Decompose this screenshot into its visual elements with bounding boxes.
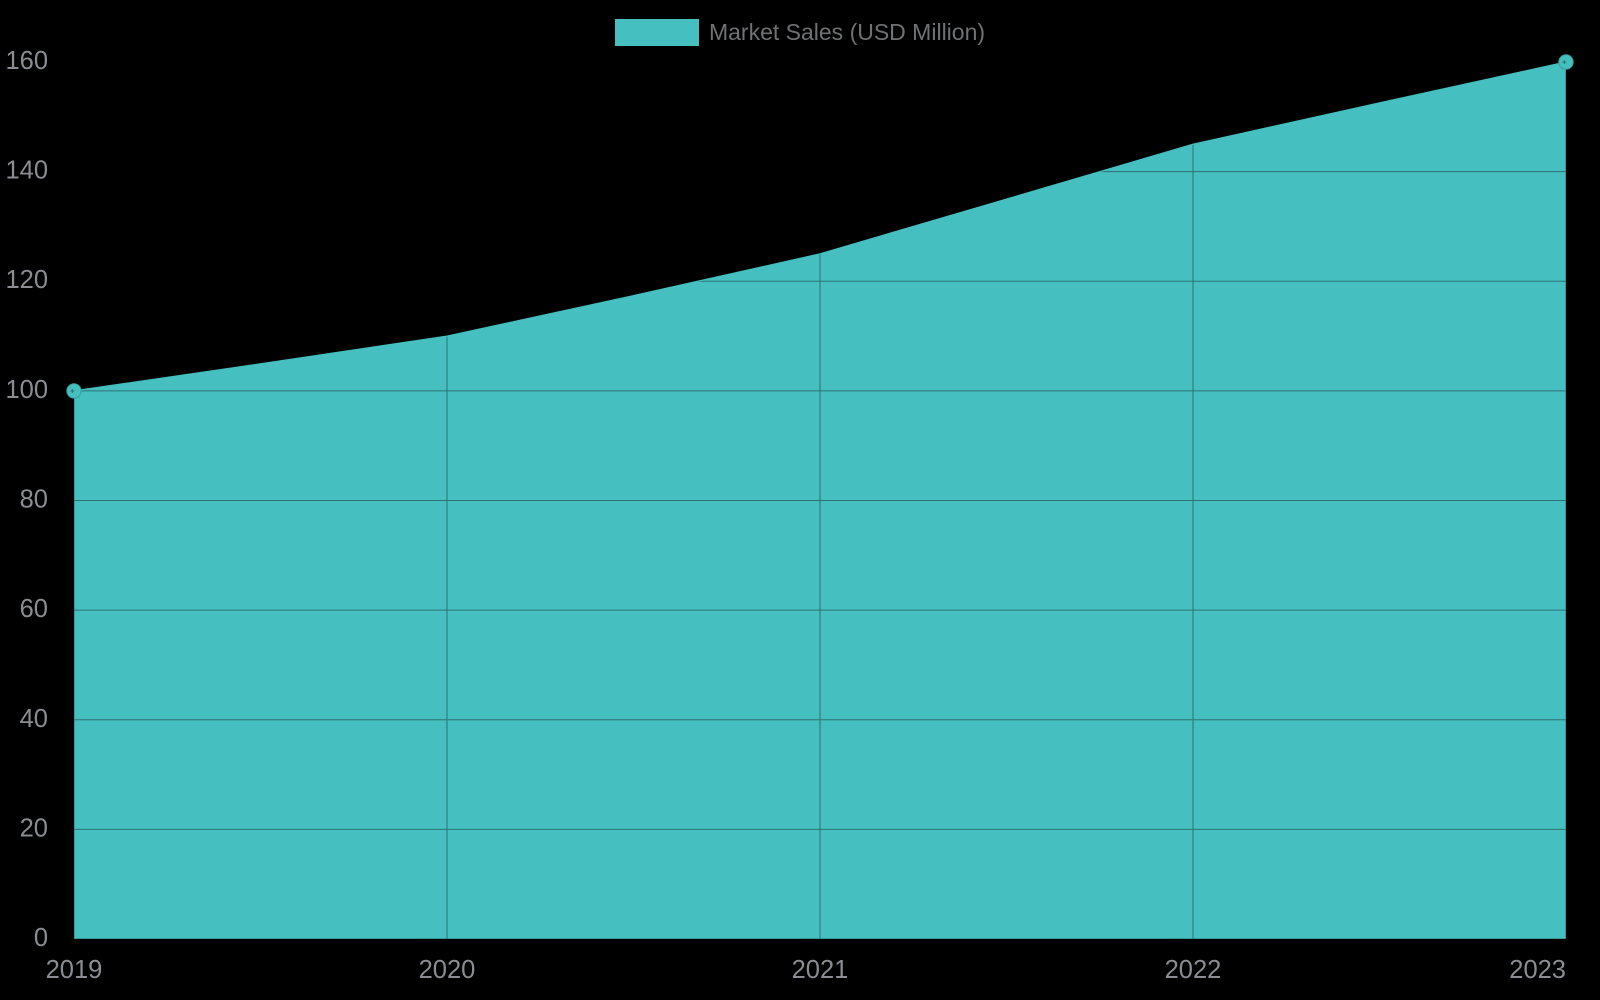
svg-text:160: 160	[5, 47, 48, 75]
svg-text:20: 20	[20, 814, 48, 842]
svg-text:2019: 2019	[46, 956, 103, 984]
svg-text:2022: 2022	[1165, 956, 1222, 984]
svg-text:140: 140	[5, 157, 48, 185]
svg-text:2021: 2021	[792, 956, 849, 984]
svg-text:80: 80	[20, 486, 48, 514]
svg-text:40: 40	[20, 705, 48, 733]
svg-text:60: 60	[20, 595, 48, 623]
svg-text:120: 120	[5, 266, 48, 294]
svg-text:100: 100	[5, 376, 48, 404]
svg-text:2020: 2020	[419, 956, 476, 984]
svg-text:0: 0	[34, 924, 48, 952]
svg-text:2023: 2023	[1509, 956, 1566, 984]
